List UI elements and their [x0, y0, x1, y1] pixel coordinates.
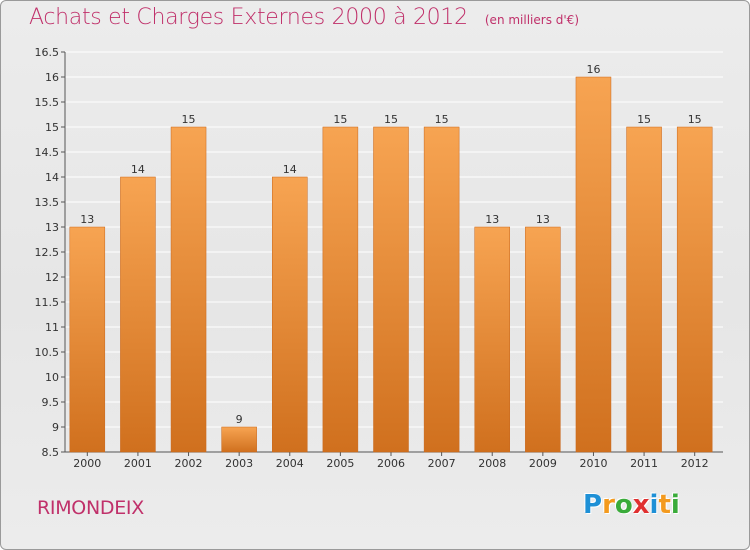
y-tick-labels: 8.5 9 9.5 10 10.5 11 11.5 12 12.5 13 13.5 14 14.5 15 1…: [35, 46, 60, 459]
y-tick-label: 14: [45, 171, 59, 184]
x-tick-label: 2012: [681, 457, 709, 470]
x-tick-label: 2001: [124, 457, 152, 470]
x-tick-label: 2004: [276, 457, 304, 470]
chart-title-block: Achats et Charges Externes 2000 à 2012 (…: [29, 5, 579, 30]
y-tick-label: 13: [45, 221, 59, 234]
data-label: 14: [131, 163, 145, 176]
x-tick-label: 2010: [579, 457, 607, 470]
x-tick-label: 2011: [630, 457, 658, 470]
data-labels: 13 14 15 9 14 15 15 15 13 13 16 15 15: [80, 63, 701, 426]
data-label: 15: [182, 113, 196, 126]
data-label: 13: [536, 213, 550, 226]
y-tick-label: 11: [45, 321, 59, 334]
bar: [423, 126, 460, 453]
logo-letter: t: [658, 490, 671, 520]
data-label: 15: [637, 113, 651, 126]
bar: [322, 126, 359, 453]
y-tick-label: 15.5: [35, 96, 60, 109]
y-tick-label: 11.5: [35, 296, 60, 309]
logo-letter: P: [583, 490, 603, 520]
y-tick-label: 8.5: [42, 446, 60, 459]
data-label: 13: [80, 213, 94, 226]
bar: [272, 176, 308, 453]
y-tick-label: 12.5: [35, 246, 60, 259]
y-tick-label: 13.5: [35, 196, 60, 209]
bar: [474, 226, 510, 453]
bar: [373, 126, 409, 453]
proxiti-logo[interactable]: Proxiti: [583, 490, 680, 520]
bar: [626, 126, 662, 453]
logo-letter: o: [614, 490, 633, 520]
x-tick-labels: 2000 2001 2002 2003 2004 2005 2006 2007 2008 2009…: [73, 457, 708, 470]
chart-unit: (en milliers d'€): [484, 13, 579, 27]
y-tick-label: 16.5: [35, 46, 60, 59]
bar: [525, 226, 561, 453]
y-tick-label: 16: [45, 71, 59, 84]
y-tick-label: 12: [45, 271, 59, 284]
bar: [676, 126, 713, 453]
bar: [120, 176, 156, 453]
x-tick-label: 2008: [478, 457, 506, 470]
chart-title: Achats et Charges Externes 2000 à 2012: [29, 5, 468, 30]
data-label: 15: [688, 113, 702, 126]
data-label: 9: [236, 413, 243, 426]
x-tick-label: 2005: [326, 457, 354, 470]
bars: [69, 76, 713, 453]
bar: [221, 426, 257, 453]
x-tick-label: 2009: [529, 457, 557, 470]
data-label: 15: [435, 113, 449, 126]
logo-letter: x: [632, 490, 650, 520]
bar: [170, 126, 207, 453]
data-label: 14: [283, 163, 297, 176]
x-tick-label: 2002: [175, 457, 203, 470]
data-label: 13: [485, 213, 499, 226]
data-label: 15: [333, 113, 347, 126]
bar: [69, 226, 106, 453]
x-tick-label: 2007: [428, 457, 456, 470]
x-tick-label: 2003: [225, 457, 253, 470]
logo-letter: r: [602, 490, 615, 520]
y-tick-label: 14.5: [35, 146, 60, 159]
commune-name: RIMONDEIX: [37, 497, 144, 519]
logo-letter: i: [649, 490, 659, 520]
data-label: 15: [384, 113, 398, 126]
x-tick-label: 2006: [377, 457, 405, 470]
y-tick-label: 10.5: [35, 346, 60, 359]
logo-letter: i: [670, 490, 680, 520]
y-tick-label: 9.5: [42, 396, 60, 409]
data-label: 16: [586, 63, 600, 76]
y-tick-label: 9: [52, 421, 59, 434]
y-tick-label: 10: [45, 371, 59, 384]
bar: [575, 76, 612, 453]
x-tick-label: 2000: [73, 457, 101, 470]
y-tick-label: 15: [45, 121, 59, 134]
